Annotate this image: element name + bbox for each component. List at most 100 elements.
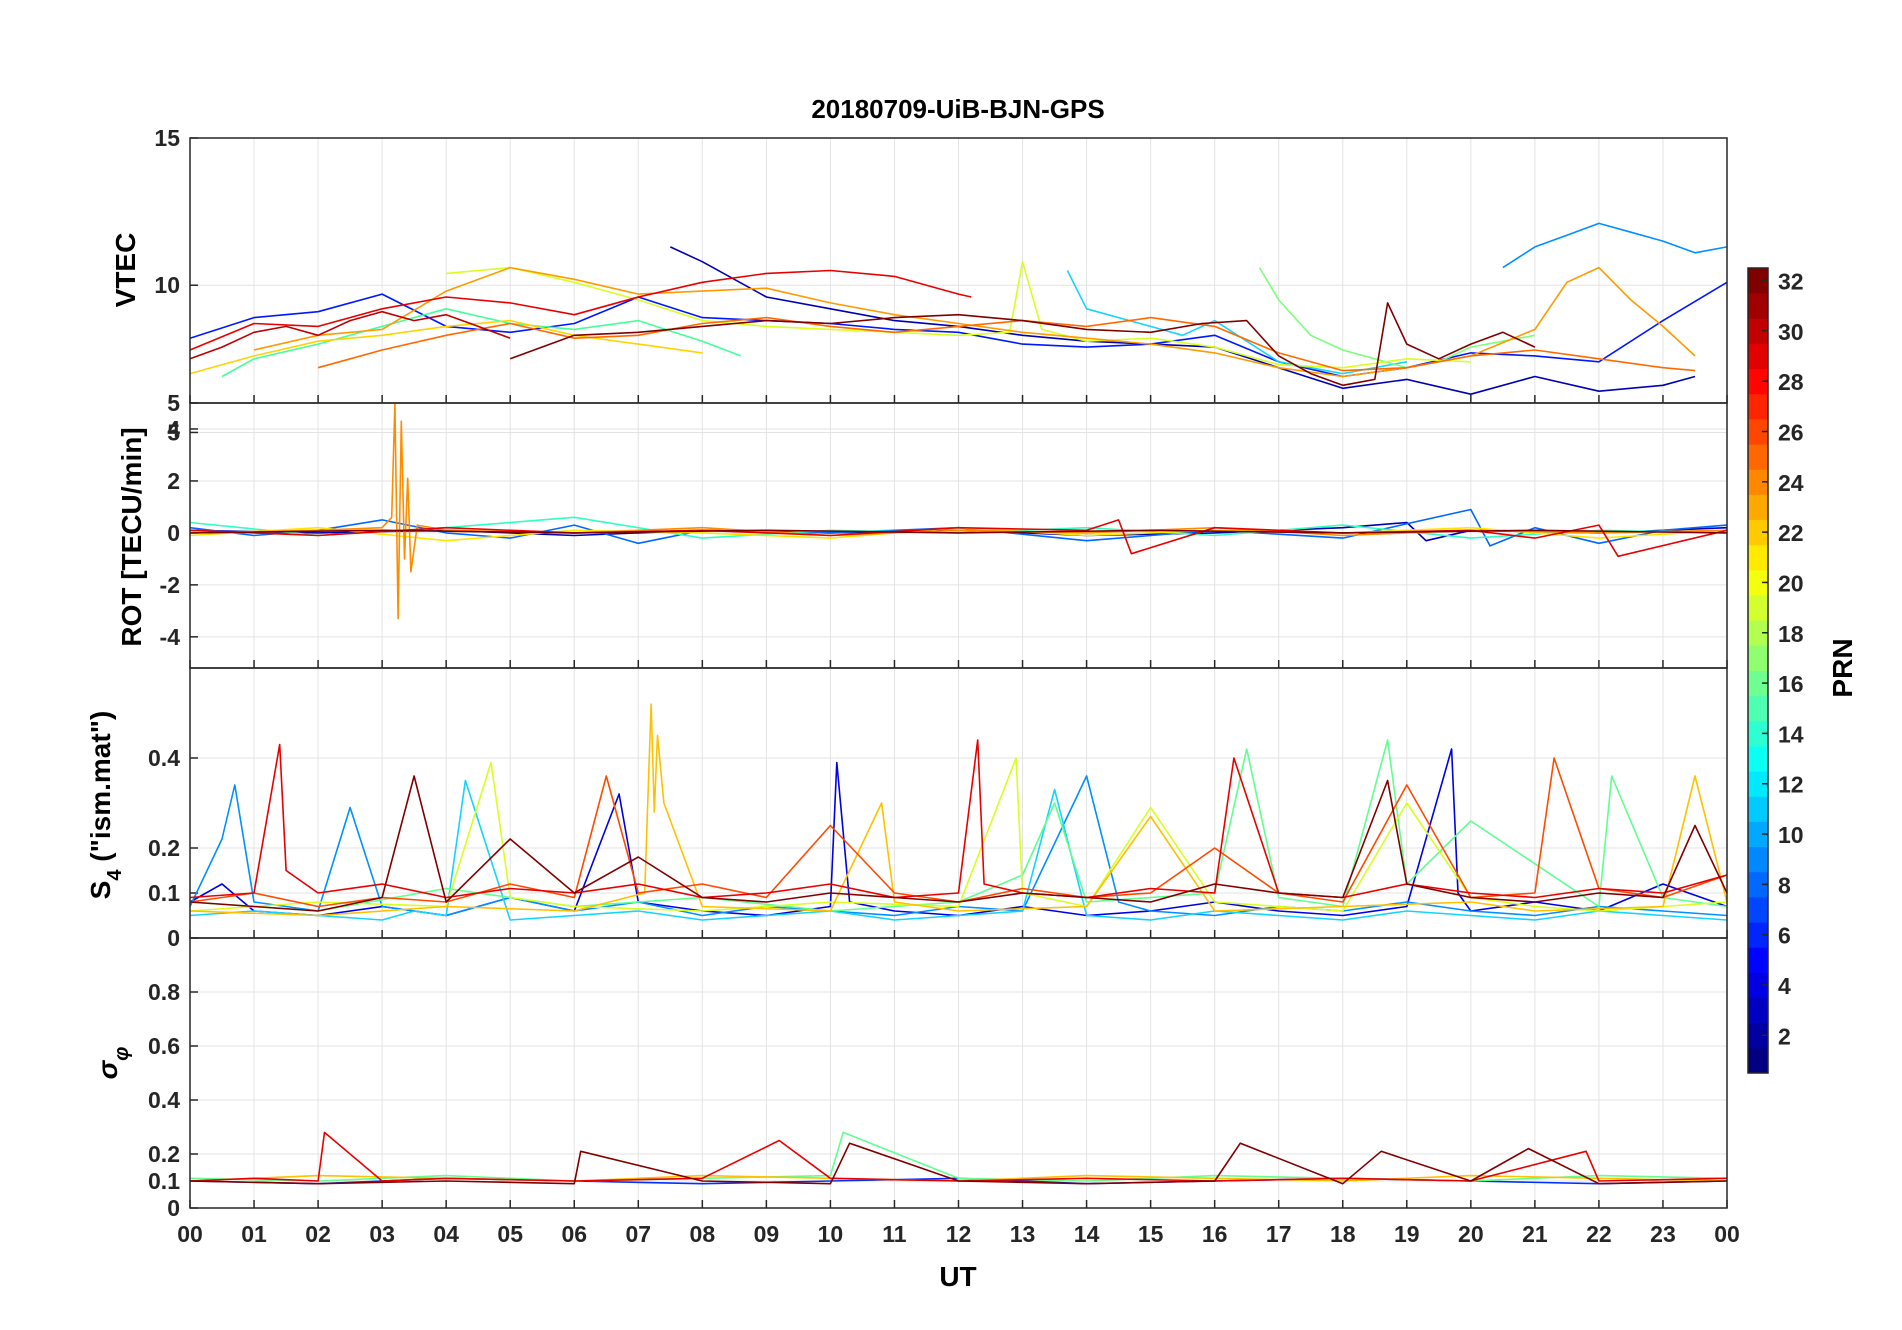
x-tick-label: 00 xyxy=(177,1221,203,1247)
vtec-axis-label: VTEC xyxy=(110,233,141,308)
x-tick-label: 10 xyxy=(818,1221,844,1247)
colorbar-swatch xyxy=(1748,695,1768,722)
colorbar-swatch xyxy=(1748,368,1768,395)
s4-ytick-label: 0.1 xyxy=(148,880,180,906)
colorbar-swatch xyxy=(1748,569,1768,596)
colorbar-tick-label: 20 xyxy=(1778,570,1804,596)
sigma-phi-series-prn-28 xyxy=(189,1131,1728,1182)
vtec-series-prn-23 xyxy=(253,266,1696,378)
colorbar-swatch xyxy=(1748,418,1768,445)
colorbar-swatch xyxy=(1748,544,1768,571)
colorbar-tick-label: 22 xyxy=(1778,520,1804,546)
colorbar-frame xyxy=(1747,267,1769,1074)
colorbar-tick-label: 10 xyxy=(1778,822,1804,848)
s4-ytick-label: 0 xyxy=(167,925,180,951)
colorbar-swatch xyxy=(1748,871,1768,898)
colorbar-swatch xyxy=(1748,846,1768,873)
vtec-series-prn-17 xyxy=(1258,267,1536,369)
x-tick-label: 16 xyxy=(1202,1221,1228,1247)
vtec-series-prn-19 xyxy=(446,260,1471,369)
rot-ytick-label: 2 xyxy=(167,468,180,494)
vtec-series-prn-30 xyxy=(189,310,511,360)
colorbar-swatch xyxy=(1748,796,1768,822)
colorbar-tick-label: 8 xyxy=(1778,872,1791,898)
colorbar-swatch xyxy=(1748,997,1768,1024)
vtec-ytick-label: 10 xyxy=(154,272,180,298)
colorbar: 32 30 28 26 24 22 20 18 16 14 12 10 8 6 4 2 xyxy=(1747,267,1804,1074)
colorbar-swatch xyxy=(1748,896,1768,923)
colorbar-tick-label: 30 xyxy=(1778,319,1804,345)
x-tick-label: 12 xyxy=(946,1221,972,1247)
colorbar-tick-label: 18 xyxy=(1778,621,1804,647)
colorbar-tick-label: 12 xyxy=(1778,772,1804,798)
colorbar-tick-label: 24 xyxy=(1778,470,1804,496)
x-tick-label: 23 xyxy=(1650,1221,1676,1247)
x-tick-label: 15 xyxy=(1138,1221,1164,1247)
x-tick-label: 11 xyxy=(882,1221,907,1247)
vtec-series-prn-9 xyxy=(1502,222,1728,269)
colorbar-swatch xyxy=(1748,268,1768,294)
vtec-series-prn-21 xyxy=(189,319,703,375)
x-tick-label: 08 xyxy=(690,1221,716,1247)
colorbar-label: PRN xyxy=(1827,638,1858,697)
x-tick-labels: 00 01 02 03 04 05 06 07 08 09 10 11 12 13 14 15 16 17 18 19… xyxy=(177,1221,1740,1247)
colorbar-tick-label: 32 xyxy=(1778,269,1804,295)
colorbar-tick-label: 26 xyxy=(1778,420,1804,446)
sigma-phi-panel: 00.10.2 0.4 0.6 0.8 xyxy=(148,937,1728,1221)
colorbar-tick-label: 16 xyxy=(1778,671,1804,697)
rot-ytick-label: 4 xyxy=(167,416,180,442)
colorbar-swatch xyxy=(1748,1047,1768,1074)
rot-series-prn-32 xyxy=(189,529,1728,534)
vtec-series-prn-32 xyxy=(509,302,1536,387)
colorbar-swatch xyxy=(1748,821,1768,848)
colorbar-swatch xyxy=(1748,771,1768,797)
x-tick-label: 13 xyxy=(1010,1221,1036,1247)
x-tick-label: 19 xyxy=(1394,1221,1420,1247)
rot-ytick-label: 5 xyxy=(167,390,180,416)
rot-ytick-label: -2 xyxy=(160,572,180,598)
x-tick-label: 21 xyxy=(1522,1221,1548,1247)
vtec-panel: 15 10 5 xyxy=(154,125,1728,445)
s4-panel: 0 0.1 0.2 0.4 xyxy=(148,667,1728,951)
colorbar-swatch xyxy=(1748,444,1768,470)
x-tick-label: 06 xyxy=(561,1221,587,1247)
sigma-phi-ytick-label: 0.6 xyxy=(148,1033,180,1059)
vtec-series-prn-28 xyxy=(189,269,972,351)
colorbar-swatch xyxy=(1748,922,1768,948)
colorbar-swatch xyxy=(1748,947,1768,973)
rot-axis-label: ROT [TECU/min] xyxy=(116,427,147,646)
colorbar-tick-label: 4 xyxy=(1778,973,1791,999)
figure-title: 20180709-UiB-BJN-GPS xyxy=(811,94,1104,124)
s4-ytick-label: 0.2 xyxy=(148,835,180,861)
colorbar-tick-label: 6 xyxy=(1778,923,1791,949)
x-tick-label: 03 xyxy=(369,1221,395,1247)
sigma-phi-ytick-label: 0 xyxy=(167,1195,180,1221)
colorbar-tick-label: 28 xyxy=(1778,369,1804,395)
colorbar-swatch xyxy=(1748,745,1768,772)
x-tick-label: 02 xyxy=(305,1221,331,1247)
colorbar-swatch xyxy=(1748,720,1768,747)
x-tick-label: 09 xyxy=(754,1221,780,1247)
colorbar-swatch xyxy=(1748,393,1768,420)
vtec-series-prn-2 xyxy=(669,246,1696,395)
colorbar-tick-label: 14 xyxy=(1778,721,1804,747)
x-tick-label: 20 xyxy=(1458,1221,1484,1247)
colorbar-tick-label: 2 xyxy=(1778,1023,1791,1049)
s4-series-prn-32 xyxy=(189,775,1728,912)
x-axis-label: UT xyxy=(939,1261,976,1292)
x-tick-label: 07 xyxy=(625,1221,651,1247)
vtec-series-prn-11 xyxy=(1066,270,1407,375)
rot-series-prn-28 xyxy=(189,519,1728,558)
colorbar-swatch xyxy=(1748,595,1768,621)
s4-series-prn-22 xyxy=(189,703,1728,917)
x-tick-label: 05 xyxy=(497,1221,523,1247)
sigma-phi-ytick-label: 0.2 xyxy=(148,1141,180,1167)
colorbar-swatch xyxy=(1748,1022,1768,1049)
sigma-phi-ytick-label: 0.1 xyxy=(148,1168,180,1194)
x-tick-label: 14 xyxy=(1074,1221,1100,1247)
x-tick-label: 00 xyxy=(1714,1221,1740,1247)
s4-series-prn-12 xyxy=(189,779,1728,921)
x-tick-label: 01 xyxy=(241,1221,267,1247)
colorbar-swatch xyxy=(1748,469,1768,495)
